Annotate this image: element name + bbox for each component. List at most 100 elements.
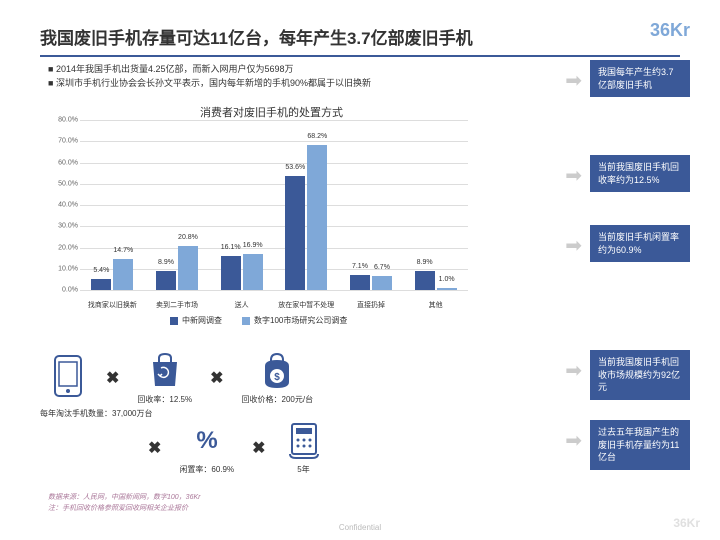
calc-item: 5年 (284, 420, 324, 475)
phone-icon-item (48, 356, 88, 400)
chart-bars: 5.4%14.7%8.9%20.8%16.1%16.9%53.6%68.2%7.… (80, 120, 468, 290)
page-title: 我国废旧手机存量可达11亿台，每年产生3.7亿部废旧手机 (40, 24, 680, 49)
arrow-icon: ➡ (565, 68, 582, 93)
bar-value-label: 14.7% (113, 247, 133, 254)
y-tick: 20.0% (58, 244, 78, 251)
bar-group: 7.1%6.7% (342, 275, 400, 290)
x-label: 直接扔掉 (342, 300, 400, 310)
x-label: 送人 (213, 300, 271, 310)
legend-item: 数字100市场研究公司调查 (242, 315, 347, 326)
multiply-icon: ✖ (106, 368, 119, 388)
side-callout: 当前我国废旧手机回收市场规模约为92亿元 (590, 350, 690, 400)
legend-swatch (170, 317, 178, 325)
bar: 14.7% (113, 259, 133, 290)
watermark: 36Kr (673, 516, 700, 530)
recycle-label: 回收率：12.5% (137, 394, 192, 405)
bar-group: 8.9%1.0% (407, 271, 465, 290)
y-tick: 10.0% (58, 265, 78, 272)
money-item: $ 回收价格：200元/台 (242, 350, 314, 405)
side-callout: 当前废旧手机闲置率约为60.9% (590, 225, 690, 262)
svg-text:$: $ (275, 372, 281, 383)
bar: 16.9% (243, 254, 263, 290)
bar-value-label: 1.0% (439, 276, 455, 283)
y-axis: 0.0%10.0%20.0%30.0%40.0%50.0%60.0%70.0%8… (48, 120, 78, 290)
bar-group: 8.9%20.8% (148, 246, 206, 290)
multiply-icon: ✖ (148, 438, 161, 458)
bar-value-label: 8.9% (417, 259, 433, 266)
bar-value-label: 53.6% (285, 164, 305, 171)
y-tick: 0.0% (62, 287, 78, 294)
slide: 36Kr 我国废旧手机存量可达11亿台，每年产生3.7亿部废旧手机 2014年我… (0, 0, 720, 540)
bar-value-label: 8.9% (158, 259, 174, 266)
y-tick: 70.0% (58, 138, 78, 145)
recycle-item: 回收率：12.5% (137, 350, 192, 405)
calc-icon (284, 420, 324, 460)
arrow-icon: ➡ (565, 428, 582, 453)
bullet-item: 2014年我国手机出货量4.25亿部，而新入网用户仅为5698万 (48, 62, 371, 76)
x-label: 找商家以旧换新 (83, 300, 141, 310)
grid-line (80, 290, 468, 291)
bar-value-label: 7.1% (352, 263, 368, 270)
chart-legend: 中新网调查 数字100市场研究公司调查 (170, 315, 347, 326)
side-callout: 我国每年产生约3.7亿部废旧手机 (590, 60, 690, 97)
money-icon: $ (257, 350, 297, 390)
source-line: 注：手机回收价格参照爱回收网相关企业报价 (48, 504, 200, 515)
phone-icon (48, 356, 88, 396)
side-callout: 过去五年我国产生的废旧手机存量约为11亿台 (590, 420, 690, 470)
bar: 5.4% (91, 279, 111, 290)
bar-value-label: 68.2% (307, 133, 327, 140)
x-label: 其他 (407, 300, 465, 310)
bar: 6.7% (372, 276, 392, 290)
calc-label: 5年 (284, 464, 324, 475)
bar-group: 16.1%16.9% (213, 254, 271, 290)
bar-value-label: 16.1% (221, 244, 241, 251)
bullet-list: 2014年我国手机出货量4.25亿部，而新入网用户仅为5698万 深圳市手机行业… (48, 62, 371, 91)
y-tick: 80.0% (58, 117, 78, 124)
bar: 53.6% (285, 176, 305, 290)
bar-value-label: 6.7% (374, 264, 390, 271)
bar-value-label: 20.8% (178, 234, 198, 241)
recycle-icon (145, 350, 185, 390)
legend-item: 中新网调查 (170, 315, 222, 326)
svg-text:%: % (196, 427, 217, 454)
info-row-1: ✖ 回收率：12.5% ✖ $ 回收价格：200元/台 (48, 350, 313, 405)
bar-chart: 0.0% 10.0% 20.0% 30.0% 40.0% 50.0% 60.0% 70.0% 8… (48, 120, 468, 310)
bullet-item: 深圳市手机行业协会会长孙文平表示，国内每年新增的手机90%都属于以旧换新 (48, 76, 371, 90)
bar-value-label: 16.9% (243, 242, 263, 249)
arrow-icon: ➡ (565, 358, 582, 383)
bar-group: 5.4%14.7% (83, 259, 141, 290)
bar: 68.2% (307, 145, 327, 290)
y-tick: 40.0% (58, 202, 78, 209)
title-bar: 我国废旧手机存量可达11亿台，每年产生3.7亿部废旧手机 (40, 24, 680, 57)
y-tick: 50.0% (58, 180, 78, 187)
percent-label: 闲置率：60.9% (179, 464, 234, 475)
percent-icon: % (187, 420, 227, 460)
confidential-label: Confidential (339, 523, 381, 532)
bar: 7.1% (350, 275, 370, 290)
bar-group: 53.6%68.2% (277, 145, 335, 290)
phone-count-label: 每年淘汰手机数量：37,000万台 (40, 408, 152, 419)
info-row-2: ✖ % 闲置率：60.9% ✖ 5年 (148, 420, 324, 475)
arrow-icon: ➡ (565, 163, 582, 188)
bar: 8.9% (156, 271, 176, 290)
source-note: 数据来源：人民网，中国新闻网，数字100，36Kr 注：手机回收价格参照爱回收网… (48, 493, 200, 514)
legend-label: 中新网调查 (182, 315, 222, 326)
side-callout: 当前我国废旧手机回收率约为12.5% (590, 155, 690, 192)
bar: 1.0% (437, 288, 457, 290)
y-tick: 30.0% (58, 223, 78, 230)
bar: 16.1% (221, 256, 241, 290)
x-label: 放在家中暂不处理 (277, 300, 335, 310)
x-label: 卖到二手市场 (148, 300, 206, 310)
bar-value-label: 5.4% (93, 267, 109, 274)
multiply-icon: ✖ (252, 438, 265, 458)
multiply-icon: ✖ (210, 368, 223, 388)
bar: 8.9% (415, 271, 435, 290)
bar: 20.8% (178, 246, 198, 290)
chart-title: 消费者对废旧手机的处置方式 (200, 104, 343, 120)
legend-label: 数字100市场研究公司调查 (254, 315, 347, 326)
y-tick: 60.0% (58, 159, 78, 166)
x-axis-labels: 找商家以旧换新卖到二手市场送人放在家中暂不处理直接扔掉其他 (80, 300, 468, 310)
legend-swatch (242, 317, 250, 325)
percent-item: % 闲置率：60.9% (179, 420, 234, 475)
source-line: 数据来源：人民网，中国新闻网，数字100，36Kr (48, 493, 200, 504)
